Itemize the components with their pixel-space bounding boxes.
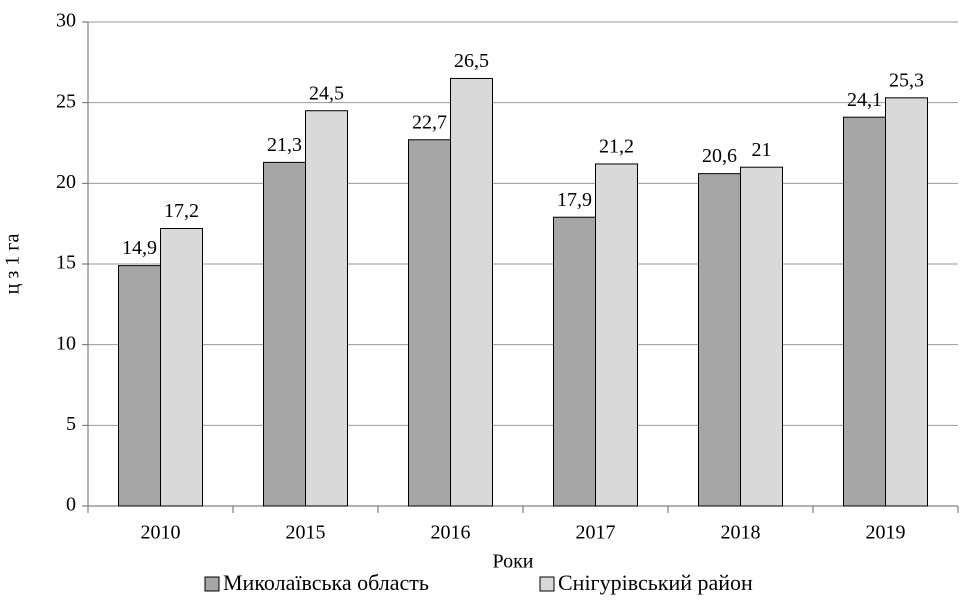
data-label: 21,2: [599, 136, 634, 158]
y-tick-label: 20: [56, 171, 76, 193]
data-label: 20,6: [702, 145, 737, 167]
x-tick-label: 2019: [866, 522, 906, 544]
data-label: 24,5: [309, 82, 344, 104]
x-axis-label: Роки: [492, 551, 533, 573]
bar: [160, 228, 203, 507]
y-tick-label: 25: [56, 90, 76, 112]
data-label: 25,3: [889, 69, 924, 91]
bar: [408, 139, 451, 507]
data-label: 21: [752, 139, 772, 161]
bar: [553, 216, 596, 507]
bar: [698, 173, 741, 507]
y-tick-label: 0: [66, 494, 76, 516]
data-label: 24,1: [847, 89, 882, 111]
y-tick-label: 30: [56, 10, 76, 32]
bar: [263, 161, 306, 507]
x-tick-label: 2010: [141, 522, 181, 544]
x-tick-label: 2017: [576, 522, 616, 544]
x-tick-label: 2018: [721, 522, 761, 544]
data-label: 14,9: [122, 237, 157, 259]
data-label: 17,2: [164, 200, 199, 222]
data-label: 26,5: [454, 50, 489, 72]
bar: [885, 97, 928, 507]
bar: [118, 265, 161, 507]
legend-swatch: [539, 576, 555, 592]
bar: [843, 116, 886, 507]
data-label: 21,3: [267, 134, 302, 156]
y-tick-label: 5: [66, 413, 76, 435]
legend-label: Снігурівський район: [558, 570, 753, 595]
x-tick-label: 2015: [286, 522, 326, 544]
legend-label: Миколаївська область: [223, 570, 429, 595]
x-tick-label: 2016: [431, 522, 471, 544]
y-tick-label: 15: [56, 252, 76, 274]
data-label: 17,9: [557, 189, 592, 211]
y-axis-label: ц з 1 га: [2, 234, 24, 295]
bar: [740, 166, 783, 507]
bar: [595, 163, 638, 507]
bar: [450, 77, 493, 507]
y-tick-label: 10: [56, 332, 76, 354]
bar: [305, 110, 348, 507]
data-label: 22,7: [412, 111, 447, 133]
legend-swatch: [204, 576, 220, 592]
